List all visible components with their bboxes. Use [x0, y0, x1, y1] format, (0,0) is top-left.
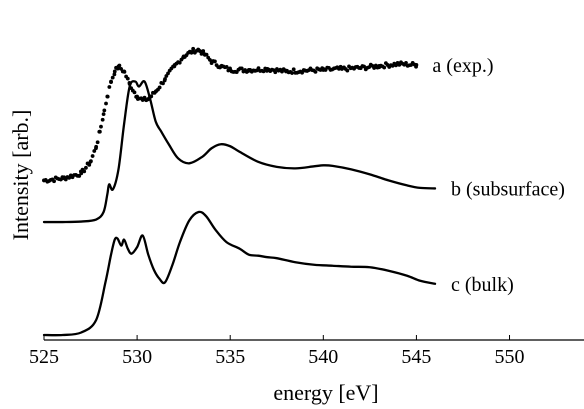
data-point — [284, 69, 288, 74]
data-point — [213, 59, 217, 64]
data-point — [181, 54, 186, 59]
data-point — [163, 77, 167, 81]
x-axis: 525 530 535 540 545 550 — [29, 335, 584, 368]
data-point — [90, 154, 95, 158]
data-point — [109, 79, 113, 84]
series-b-line — [42, 79, 437, 224]
data-point — [112, 69, 117, 74]
data-point — [102, 108, 107, 113]
data-point — [201, 49, 206, 53]
data-point — [87, 162, 92, 167]
data-point — [273, 70, 278, 75]
data-point — [166, 71, 170, 76]
series-layer — [42, 46, 437, 337]
data-point — [246, 68, 251, 72]
data-point — [256, 66, 261, 71]
data-point — [99, 124, 103, 129]
data-point — [100, 117, 105, 122]
data-point — [95, 140, 100, 145]
data-point — [382, 65, 387, 70]
data-point — [340, 67, 344, 71]
data-point — [107, 85, 112, 89]
data-point — [79, 171, 84, 176]
series-c-line — [42, 210, 437, 337]
data-point — [404, 60, 408, 65]
data-point — [202, 51, 207, 56]
data-point — [313, 69, 318, 74]
x-axis-title: energy [eV] — [273, 380, 378, 405]
data-point — [132, 90, 137, 95]
x-tick-label: 550 — [495, 346, 525, 368]
y-axis-title: Intensity [arb.] — [8, 110, 33, 241]
data-point — [161, 81, 165, 86]
data-point — [101, 112, 106, 117]
data-point — [414, 63, 419, 67]
data-point — [110, 75, 115, 80]
data-point — [377, 64, 382, 68]
data-point — [239, 66, 244, 71]
data-point — [104, 101, 108, 106]
data-point — [358, 66, 363, 70]
data-point — [224, 65, 229, 69]
data-point — [345, 68, 350, 73]
x-tick-label: 525 — [29, 346, 59, 368]
data-point — [228, 68, 233, 72]
series-label-layer: a (exp.) b (subsurface) c (bulk) — [432, 55, 564, 296]
data-point — [177, 60, 182, 65]
series-a-dots — [42, 46, 419, 184]
data-point — [94, 144, 99, 149]
data-point — [196, 47, 201, 52]
series-label-c: c (bulk) — [451, 274, 514, 296]
x-tick-label: 545 — [401, 346, 431, 368]
data-point — [199, 51, 204, 56]
data-point — [209, 59, 214, 64]
series-label-a: a (exp.) — [432, 55, 493, 77]
data-point — [135, 94, 140, 99]
data-point — [261, 69, 266, 74]
data-point — [97, 129, 102, 134]
data-point — [172, 64, 177, 69]
data-point — [84, 165, 88, 170]
data-point — [52, 179, 56, 184]
data-point — [92, 149, 97, 153]
data-point — [321, 68, 326, 72]
data-point — [42, 178, 46, 183]
data-point — [88, 159, 93, 164]
data-point — [291, 67, 296, 72]
data-point — [362, 64, 366, 69]
data-point — [122, 69, 126, 74]
data-point — [290, 71, 294, 75]
data-point — [140, 98, 145, 102]
data-point — [125, 76, 130, 81]
x-tick-label: 530 — [122, 346, 152, 368]
data-point — [157, 85, 162, 90]
data-point — [219, 64, 223, 69]
x-tick-label: 535 — [215, 346, 245, 368]
data-point — [82, 169, 87, 174]
data-point — [302, 68, 307, 73]
data-point — [395, 62, 400, 66]
x-tick-label: 540 — [308, 346, 338, 368]
data-point — [77, 174, 82, 178]
data-point — [153, 89, 158, 94]
data-point — [265, 67, 270, 71]
data-point — [112, 72, 117, 77]
data-point — [105, 94, 110, 99]
data-point — [191, 48, 195, 53]
data-point — [116, 64, 121, 69]
data-point — [60, 176, 65, 181]
series-label-b: b (subsurface) — [451, 178, 565, 200]
